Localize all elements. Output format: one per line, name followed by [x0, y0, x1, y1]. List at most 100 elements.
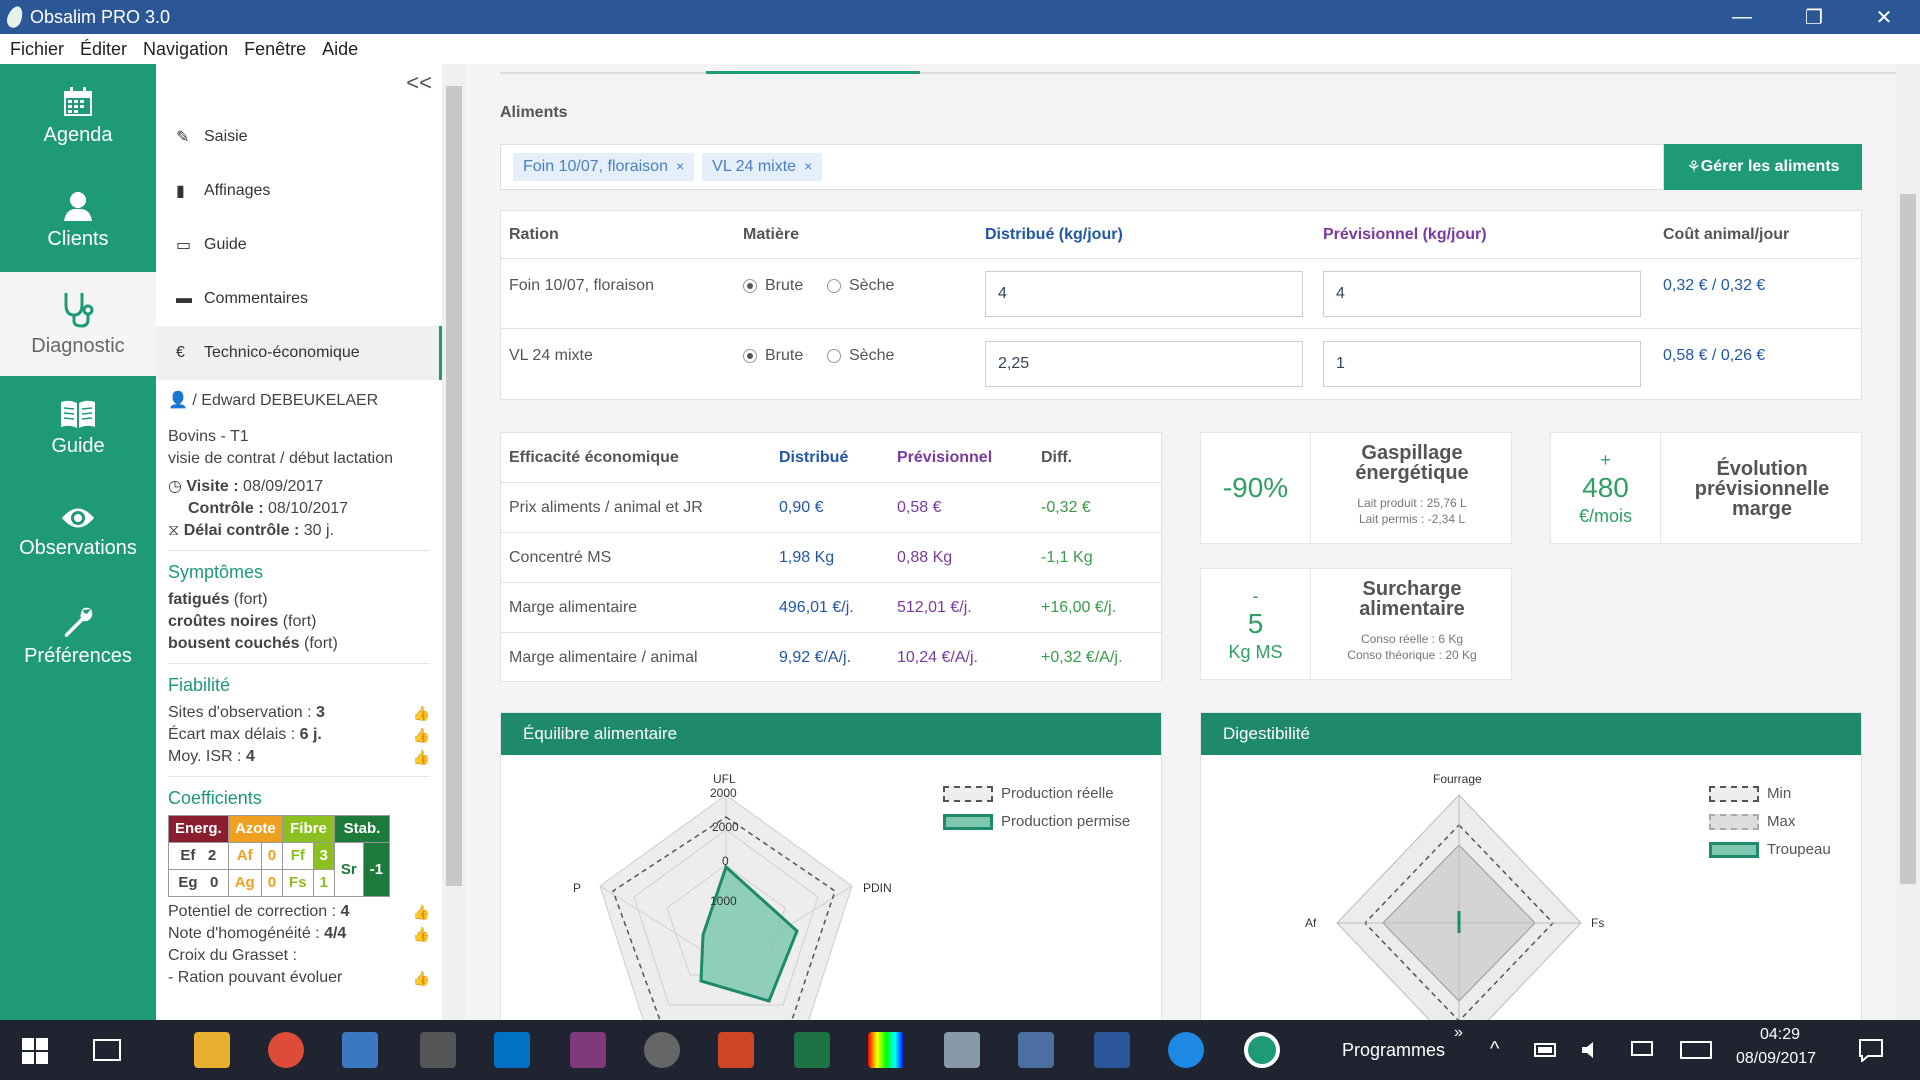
nav-diagnostic[interactable]: Diagnostic: [0, 272, 156, 376]
outlook-icon[interactable]: [494, 1032, 530, 1068]
menu-fenetre[interactable]: Fenêtre: [244, 38, 307, 59]
pencil-icon: ✎: [176, 129, 190, 146]
previsionnel-input[interactable]: 4: [1323, 271, 1641, 317]
content-scrollbar[interactable]: [1896, 64, 1920, 1020]
sidebar-item-technico[interactable]: € Technico-économique: [156, 326, 442, 380]
sidebar-item-label: Technico-économique: [204, 344, 360, 361]
radio-seche[interactable]: Sèche: [827, 277, 894, 295]
distribue-input[interactable]: 4: [985, 271, 1303, 317]
maximize-button[interactable]: ❐: [1805, 6, 1823, 29]
radio-seche[interactable]: Sèche: [827, 347, 894, 365]
sidebar-scrollbar[interactable]: [442, 64, 466, 1020]
clock-time[interactable]: 04:29: [1760, 1026, 1801, 1043]
nav-guide[interactable]: Guide: [0, 376, 156, 480]
efficacite-row: Marge alimentaire 496,01 €/j. 512,01 €/j…: [501, 583, 1161, 633]
nav-preferences-label: Préférences: [24, 644, 132, 667]
menu-navigation[interactable]: Navigation: [143, 38, 229, 59]
file-explorer-icon[interactable]: [194, 1032, 230, 1068]
menu-editer[interactable]: Éditer: [80, 38, 128, 59]
network-app-icon[interactable]: [944, 1032, 980, 1068]
sidebar-item-guide[interactable]: ▭ Guide: [156, 218, 442, 272]
sidebar-item-saisie[interactable]: ✎ Saisie: [156, 110, 442, 164]
digestibilite-title: Digestibilité: [1201, 713, 1861, 755]
radio-brute[interactable]: Brute: [743, 277, 803, 295]
sprout-icon: ⚘: [1686, 159, 1701, 176]
onenote-icon[interactable]: [570, 1032, 606, 1068]
sidebar-item-label: Commentaires: [204, 290, 309, 307]
obsalim-taskbar-icon[interactable]: [1244, 1032, 1280, 1068]
nav-preferences[interactable]: Préférences: [0, 584, 156, 688]
legend-max: Max: [1709, 813, 1795, 831]
network-icon[interactable]: [1630, 1040, 1654, 1060]
ration-row: Foin 10/07, floraison Brute Sèche 4 4 0,…: [501, 259, 1861, 329]
book-small-icon: ▭: [176, 237, 192, 254]
tray-up-icon[interactable]: ^: [1490, 1038, 1500, 1060]
task-view-icon[interactable]: [92, 1038, 122, 1062]
sidebar: << ✎ Saisie ▮ Affinages ▭ Guide ▬ Commentair…: [156, 64, 442, 1020]
symptom-item: fatigués (fort): [168, 591, 268, 608]
aliments-label: Aliments: [500, 104, 568, 121]
user-icon: [64, 191, 92, 221]
collapse-sidebar-button[interactable]: <<: [406, 70, 432, 95]
remove-tag-icon[interactable]: ×: [675, 158, 685, 174]
radio-brute[interactable]: Brute: [743, 347, 803, 365]
title-bar: Obsalim PRO 3.0 — ❐ ✕: [0, 0, 1920, 34]
programmes-label[interactable]: Programmes: [1342, 1040, 1446, 1060]
clock-date[interactable]: 08/09/2017: [1736, 1050, 1817, 1067]
comment-icon: ▬: [176, 290, 192, 307]
aliments-select[interactable]: Foin 10/07, floraison × VL 24 mixte ×: [500, 144, 1664, 190]
sidebar-item-affinages[interactable]: ▮ Affinages: [156, 164, 442, 218]
user-small-icon: 👤: [168, 392, 188, 409]
coefficients-table: Energ. Azote Fibre Stab. Ef 2 Af 0 Ff 3 Sr…: [168, 815, 391, 897]
close-button[interactable]: ✕: [1875, 6, 1893, 29]
client-name: / Edward DEBEUKELAER: [192, 392, 379, 409]
powerpoint-icon[interactable]: [718, 1032, 754, 1068]
calendar-icon: [64, 86, 92, 116]
client-info: 👤 / Edward DEBEUKELAER Bovins - T1 visie…: [156, 380, 442, 997]
svg-text:2000: 2000: [710, 786, 737, 800]
eye-icon: [62, 508, 94, 527]
settings-app-icon[interactable]: [1018, 1032, 1054, 1068]
battery-icon[interactable]: [1534, 1042, 1558, 1058]
color-app-icon[interactable]: [868, 1032, 904, 1068]
excel-icon[interactable]: [794, 1032, 830, 1068]
svg-text:Af: Af: [1305, 916, 1317, 930]
disk-app-icon[interactable]: [644, 1032, 680, 1068]
herd-type: Bovins - T1: [168, 428, 249, 445]
nav-observations[interactable]: Observations: [0, 480, 156, 584]
fiabilite-title: Fiabilité: [168, 675, 231, 695]
euro-icon: €: [176, 344, 185, 361]
gerer-aliments-button[interactable]: ⚘ Gérer les aliments: [1664, 144, 1862, 190]
extra-item: Potentiel de correction : 4 👍: [168, 901, 430, 923]
window-title: Obsalim PRO 3.0: [30, 6, 171, 27]
ration-row: VL 24 mixte Brute Sèche 2,25 1 0,58 € / …: [501, 329, 1861, 399]
ge-app-icon[interactable]: [1168, 1032, 1204, 1068]
fiabilite-item: Moy. ISR : 4 👍: [168, 746, 430, 768]
aliment-tag[interactable]: Foin 10/07, floraison ×: [513, 153, 695, 181]
volume-icon[interactable]: [1580, 1040, 1602, 1060]
minimize-button[interactable]: —: [1732, 5, 1752, 28]
monitor-app-icon[interactable]: [342, 1032, 378, 1068]
keyboard-icon[interactable]: [1680, 1040, 1712, 1060]
word-icon[interactable]: [1094, 1032, 1130, 1068]
nav-agenda[interactable]: Agenda: [0, 64, 156, 168]
menu-aide[interactable]: Aide: [322, 38, 359, 59]
distribue-input[interactable]: 2,25: [985, 341, 1303, 387]
sidebar-item-commentaires[interactable]: ▬ Commentaires: [156, 272, 442, 326]
nav-diagnostic-label: Diagnostic: [31, 334, 125, 357]
previsionnel-input[interactable]: 1: [1323, 341, 1641, 387]
remove-tag-icon[interactable]: ×: [804, 158, 813, 174]
controle-date: 08/10/2017: [268, 500, 349, 517]
nav-clients[interactable]: Clients: [0, 168, 156, 272]
digestibilite-radar: Fourrage Fs Af: [1305, 772, 1604, 1020]
menu-fichier[interactable]: Fichier: [10, 38, 65, 59]
aliment-tag[interactable]: VL 24 mixte ×: [702, 153, 823, 181]
equilibre-panel: Équilibre alimentaire UFL 2000 2000 0 10…: [500, 712, 1162, 1020]
ration-table: Ration Matière Distribué (kg/jour) Prévi…: [500, 210, 1862, 400]
calculator-icon[interactable]: [420, 1032, 456, 1068]
svg-text:0: 0: [722, 854, 729, 868]
chrome-icon[interactable]: [268, 1032, 304, 1068]
notifications-icon[interactable]: [1858, 1038, 1884, 1062]
windows-start-icon[interactable]: [22, 1038, 48, 1064]
efficacite-row: Marge alimentaire / animal 9,92 €/A/j. 1…: [509, 649, 1123, 666]
